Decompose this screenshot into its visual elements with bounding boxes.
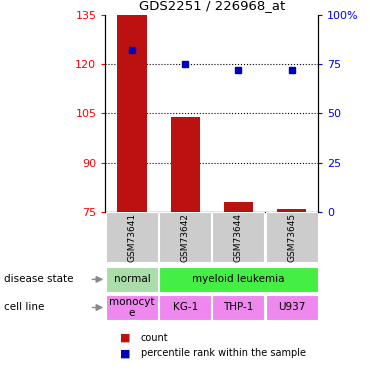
Text: myeloid leukemia: myeloid leukemia [192, 274, 285, 284]
Bar [159, 267, 317, 292]
Text: cell line: cell line [4, 303, 44, 312]
Bar [224, 202, 253, 212]
Text: normal: normal [114, 274, 151, 284]
Text: U937: U937 [278, 303, 305, 312]
Bar [171, 117, 200, 212]
Bar [212, 212, 265, 262]
Text: disease state: disease state [4, 274, 73, 284]
Bar [277, 209, 306, 212]
Bar [159, 212, 211, 262]
Text: GSM73644: GSM73644 [234, 213, 243, 262]
Bar [159, 295, 211, 320]
Bar [266, 212, 317, 262]
Text: ■: ■ [120, 348, 131, 358]
Text: ■: ■ [120, 333, 131, 343]
Title: GDS2251 / 226968_at: GDS2251 / 226968_at [139, 0, 285, 12]
Bar [106, 295, 158, 320]
Text: KG-1: KG-1 [173, 303, 198, 312]
Text: THP-1: THP-1 [223, 303, 253, 312]
Bar [266, 295, 317, 320]
Text: GSM73642: GSM73642 [181, 213, 190, 262]
Bar [212, 295, 265, 320]
Text: GSM73645: GSM73645 [287, 213, 296, 262]
Text: monocyt
e: monocyt e [109, 297, 155, 318]
Text: count: count [141, 333, 168, 343]
Bar [117, 15, 147, 212]
Bar [106, 212, 158, 262]
Text: GSM73641: GSM73641 [128, 213, 137, 262]
Bar [106, 267, 158, 292]
Text: percentile rank within the sample: percentile rank within the sample [141, 348, 306, 358]
